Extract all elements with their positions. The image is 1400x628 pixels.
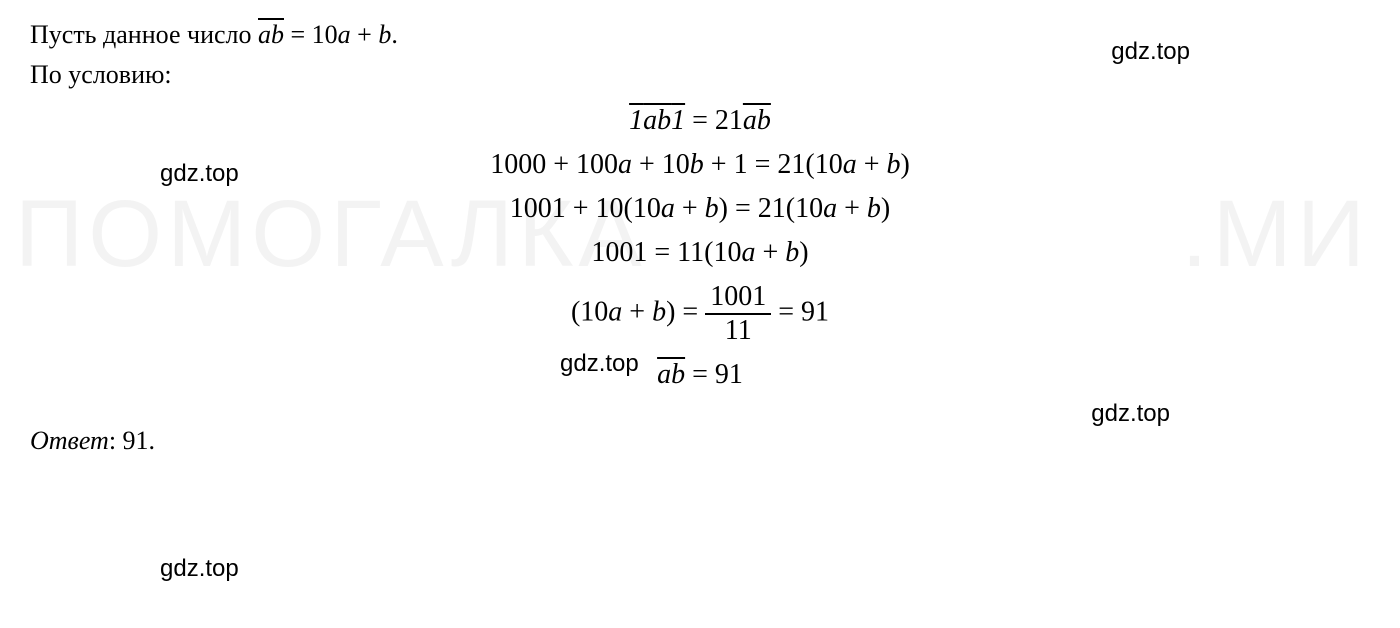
fraction-denominator: 11 [705, 315, 771, 347]
eq6-right: = 91 [685, 359, 743, 390]
intro-prefix: Пусть данное число [30, 20, 258, 49]
eq5-suffix: = 91 [778, 296, 829, 327]
equation-6: ab = 91 [30, 359, 1370, 391]
equation-4: 1001 = 11(10a + b) [30, 237, 1370, 269]
content-layer: Пусть данное число ab = 10a + b. gdz.top… [30, 20, 1370, 456]
eq1-right-overline: ab [743, 105, 771, 136]
eq1-left-overline: 1ab1 [629, 105, 685, 136]
fraction-numerator: 1001 [705, 281, 771, 315]
eq6-left-overline: ab [657, 359, 685, 390]
answer-value: : 91. [109, 426, 155, 455]
equation-block: 1ab1 = 21ab 1000 + 100a + 10b + 1 = 21(1… [30, 105, 1370, 391]
watermark-gdz-3: gdz.top [560, 350, 639, 378]
answer-line: Ответ: 91. [30, 426, 1370, 456]
answer-label: Ответ [30, 426, 109, 455]
fraction: 1001 11 [705, 281, 771, 347]
equation-1: 1ab1 = 21ab [30, 105, 1370, 137]
watermark-gdz-5: gdz.top [160, 555, 239, 583]
ab-overline: ab [258, 20, 284, 49]
intro-suffix: = 10a + b. [284, 20, 398, 49]
watermark-gdz-2: gdz.top [160, 160, 239, 188]
equation-5: (10a + b) = 1001 11 = 91 [30, 281, 1370, 347]
watermark-gdz-4: gdz.top [1091, 400, 1170, 428]
eq1-mid: = 21 [685, 105, 743, 136]
watermark-gdz-1: gdz.top [1111, 38, 1190, 66]
equation-3: 1001 + 10(10a + b) = 21(10a + b) [30, 193, 1370, 225]
